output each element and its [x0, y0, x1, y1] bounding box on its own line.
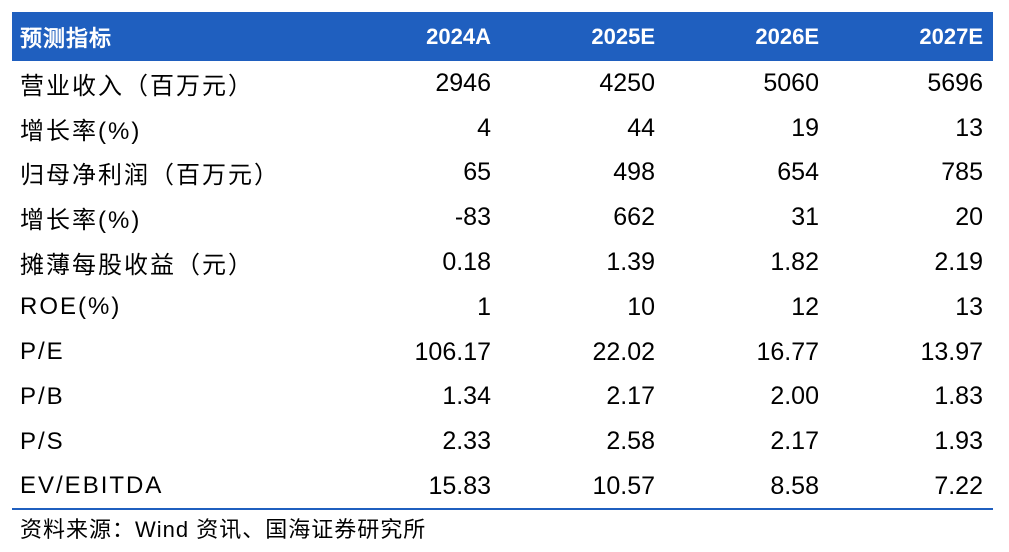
cell-value: 7.22 [829, 464, 993, 510]
cell-value: 4250 [599, 68, 655, 97]
forecast-table-container: 预测指标 2024A 2025E 2026E 2027E 营业收入（百万元） 29… [12, 12, 993, 510]
cell-value: 1.82 [770, 248, 819, 277]
cell-value: 2.33 [442, 427, 491, 456]
table-row: P/B 1.34 2.17 2.00 1.83 [12, 375, 993, 420]
cell-value: 106.17 [414, 337, 491, 366]
cell-value: 5060 [763, 68, 819, 97]
row-label: 增长率(%) [20, 117, 142, 145]
cell-value: 15.83 [337, 464, 501, 510]
table-row: EV/EBITDA 15.83 10.57 8.58 7.22 [12, 464, 993, 510]
table-header: 预测指标 2024A 2025E 2026E 2027E [12, 12, 993, 61]
cell-value: 22.02 [592, 337, 655, 366]
cell-value: 4 [477, 113, 491, 142]
table-row: 增长率(%) 4 44 19 13 [12, 106, 993, 151]
cell-value: 2.17 [606, 382, 655, 411]
cell-value: 65 [463, 158, 491, 187]
cell-value: 10.57 [501, 464, 665, 510]
cell-value: 662 [613, 203, 655, 232]
header-year-2025e: 2025E [591, 23, 655, 49]
cell-value: 12 [791, 292, 819, 321]
cell-value: 498 [613, 158, 655, 187]
table-row: 摊薄每股收益（元） 0.18 1.39 1.82 2.19 [12, 240, 993, 285]
forecast-table: 预测指标 2024A 2025E 2026E 2027E 营业收入（百万元） 29… [12, 12, 993, 510]
cell-value: 0.18 [442, 248, 491, 277]
cell-value: 1.93 [934, 427, 983, 456]
cell-value: 13 [955, 292, 983, 321]
row-label: P/E [20, 338, 65, 366]
header-year-2026e: 2026E [755, 23, 819, 49]
source-note: 资料来源：Wind 资讯、国海证券研究所 [20, 517, 427, 542]
header-row: 预测指标 2024A 2025E 2026E 2027E [12, 12, 993, 61]
cell-value: 5696 [927, 68, 983, 97]
cell-value: 1.39 [606, 248, 655, 277]
cell-value: 2.58 [606, 427, 655, 456]
header-year-2027e: 2027E [919, 23, 983, 49]
table-row: P/S 2.33 2.58 2.17 1.93 [12, 419, 993, 464]
row-label: P/S [20, 427, 65, 455]
cell-value: 16.77 [756, 337, 819, 366]
cell-value: 10 [627, 292, 655, 321]
cell-value: 20 [955, 203, 983, 232]
row-label: 营业收入（百万元） [20, 72, 254, 100]
cell-value: 2.17 [770, 427, 819, 456]
cell-value: 2.19 [934, 248, 983, 277]
cell-value: 785 [941, 158, 983, 187]
cell-value: 1 [477, 292, 491, 321]
cell-value: 44 [627, 113, 655, 142]
table-body: 营业收入（百万元） 2946 4250 5060 5696 增长率(%) 4 44 19 13 归母… [12, 61, 993, 510]
cell-value: 31 [791, 203, 819, 232]
cell-value: 1.34 [442, 382, 491, 411]
table-row: 增长率(%) -83 662 31 20 [12, 195, 993, 240]
table-row: P/E 106.17 22.02 16.77 13.97 [12, 330, 993, 375]
cell-value: 13 [955, 113, 983, 142]
row-label: ROE(%) [20, 293, 122, 321]
table-row: 归母净利润（百万元） 65 498 654 785 [12, 151, 993, 196]
header-indicator: 预测指标 [20, 25, 113, 51]
table-row: ROE(%) 1 10 12 13 [12, 285, 993, 330]
cell-value: 2.00 [770, 382, 819, 411]
row-label: 归母净利润（百万元） [20, 162, 280, 190]
table-row: 营业收入（百万元） 2946 4250 5060 5696 [12, 61, 993, 106]
cell-value: 19 [791, 113, 819, 142]
cell-value: -83 [454, 203, 491, 232]
row-label: P/B [20, 382, 65, 410]
cell-value: 2946 [435, 68, 491, 97]
cell-value: 654 [777, 158, 819, 187]
row-label: 增长率(%) [20, 207, 142, 235]
header-year-2024a: 2024A [426, 23, 491, 49]
cell-value: 8.58 [665, 464, 829, 510]
cell-value: 1.83 [934, 382, 983, 411]
row-label: 摊薄每股收益（元） [20, 252, 254, 280]
cell-value: 13.97 [920, 337, 983, 366]
row-label: EV/EBITDA [12, 464, 337, 510]
